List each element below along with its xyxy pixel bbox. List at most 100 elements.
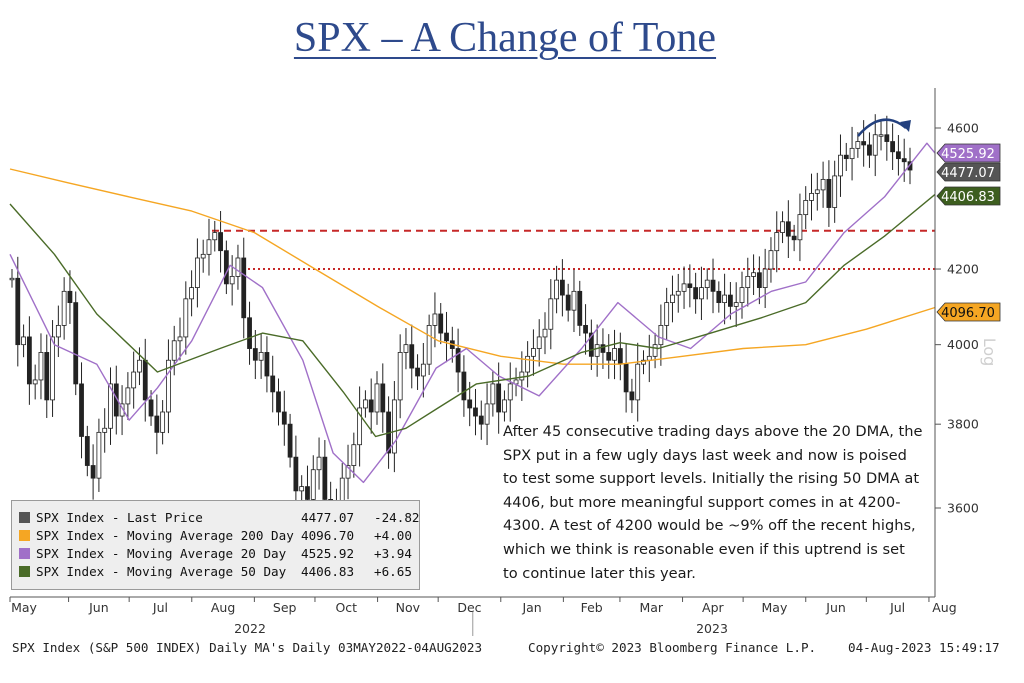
month-label: Apr xyxy=(702,600,724,615)
price-candle xyxy=(316,456,322,471)
price-candle xyxy=(26,336,32,385)
price-candle xyxy=(722,294,728,304)
price-candle xyxy=(803,200,809,216)
price-candle xyxy=(641,359,646,365)
price-candle xyxy=(241,257,247,319)
price-candle xyxy=(652,344,658,357)
price-candle xyxy=(154,415,160,433)
price-candle xyxy=(756,272,762,288)
price-candle xyxy=(525,355,531,373)
price-candle xyxy=(536,336,542,349)
month-label: May xyxy=(11,600,37,615)
month-label: Jul xyxy=(889,600,905,615)
price-candle xyxy=(363,399,368,409)
price-candle xyxy=(594,344,600,357)
price-candle xyxy=(728,294,733,307)
price-candle xyxy=(79,383,84,437)
price-candle xyxy=(861,141,867,146)
price-candle xyxy=(148,399,154,417)
page-title: SPX – A Change of Tone xyxy=(293,15,717,61)
price-candle xyxy=(322,456,328,500)
price-candle xyxy=(212,232,218,241)
price-candle xyxy=(137,359,142,373)
price-candle xyxy=(345,465,351,479)
price-candle xyxy=(9,277,15,281)
price-candle xyxy=(380,383,386,413)
legend-entry-ma50: SPX Index - Moving Average 50 Day 4406.8… xyxy=(12,563,419,581)
value-tag xyxy=(936,186,1001,206)
top-arc-arrowhead xyxy=(900,120,911,132)
price-candle xyxy=(247,317,252,349)
price-candle xyxy=(768,250,774,270)
price-candle xyxy=(73,302,79,385)
price-candle xyxy=(55,325,61,338)
price-candle xyxy=(606,352,612,361)
price-candle xyxy=(90,465,96,479)
legend-swatch xyxy=(19,566,30,577)
price-candle xyxy=(733,302,739,307)
price-candle xyxy=(171,340,177,361)
price-candle xyxy=(693,287,699,300)
value-tag-label: 4406.83 xyxy=(941,190,995,205)
price-candle xyxy=(826,178,832,208)
price-candle xyxy=(588,332,594,357)
price-candle xyxy=(658,325,664,346)
price-candle xyxy=(681,283,687,292)
price-candle xyxy=(84,436,90,466)
value-tag-label: 4096.70 xyxy=(941,306,995,321)
price-candle xyxy=(809,192,814,201)
price-candle xyxy=(206,239,212,255)
month-label: Aug xyxy=(211,600,235,615)
price-candle xyxy=(785,221,791,237)
value-tag-label: 4477.07 xyxy=(941,166,995,181)
price-candle xyxy=(374,383,380,413)
price-candle xyxy=(884,134,890,142)
price-candle xyxy=(849,147,855,160)
price-candle xyxy=(270,375,276,393)
price-candle xyxy=(507,383,513,401)
price-candle xyxy=(704,279,710,288)
price-candle xyxy=(774,232,780,252)
price-candle xyxy=(519,371,525,381)
legend-change: +6.65 xyxy=(374,564,412,579)
y-tick-label: 4600 xyxy=(947,121,979,136)
year-label: 2022 xyxy=(234,621,266,636)
price-candle xyxy=(293,456,299,492)
ma20-line xyxy=(9,142,936,484)
price-candle xyxy=(791,235,797,241)
price-candle xyxy=(177,336,183,342)
price-candle xyxy=(496,383,502,413)
price-candle xyxy=(351,444,357,466)
month-label: Sep xyxy=(273,600,297,615)
price-candle xyxy=(189,287,195,300)
price-candle xyxy=(310,469,316,500)
price-candle xyxy=(716,290,722,304)
price-candle xyxy=(444,332,449,342)
price-candle xyxy=(438,313,444,334)
price-candle xyxy=(670,294,675,304)
y-tick-label: 4200 xyxy=(947,262,979,277)
legend-value: 4406.83 xyxy=(301,564,355,579)
price-candle xyxy=(299,486,305,492)
legend-change: +3.94 xyxy=(374,546,412,561)
price-candle xyxy=(415,367,420,377)
month-label: Feb xyxy=(581,600,603,615)
price-candle xyxy=(264,352,270,377)
legend-swatch xyxy=(19,548,30,559)
price-candle xyxy=(762,268,768,288)
price-candle xyxy=(426,325,432,365)
price-candle xyxy=(548,298,554,330)
price-candle xyxy=(61,290,67,326)
value-tag xyxy=(936,162,1001,182)
price-candle xyxy=(287,423,293,458)
footer-source: SPX Index (S&P 500 INDEX) Daily MA's Dai… xyxy=(12,640,483,655)
price-candle xyxy=(502,399,507,413)
legend-change: +4.00 xyxy=(374,528,412,543)
price-candle xyxy=(490,383,496,405)
price-candle xyxy=(142,359,148,401)
price-candle xyxy=(32,379,38,385)
price-candle xyxy=(21,336,26,346)
price-candle xyxy=(467,399,473,409)
price-candle xyxy=(461,371,467,401)
